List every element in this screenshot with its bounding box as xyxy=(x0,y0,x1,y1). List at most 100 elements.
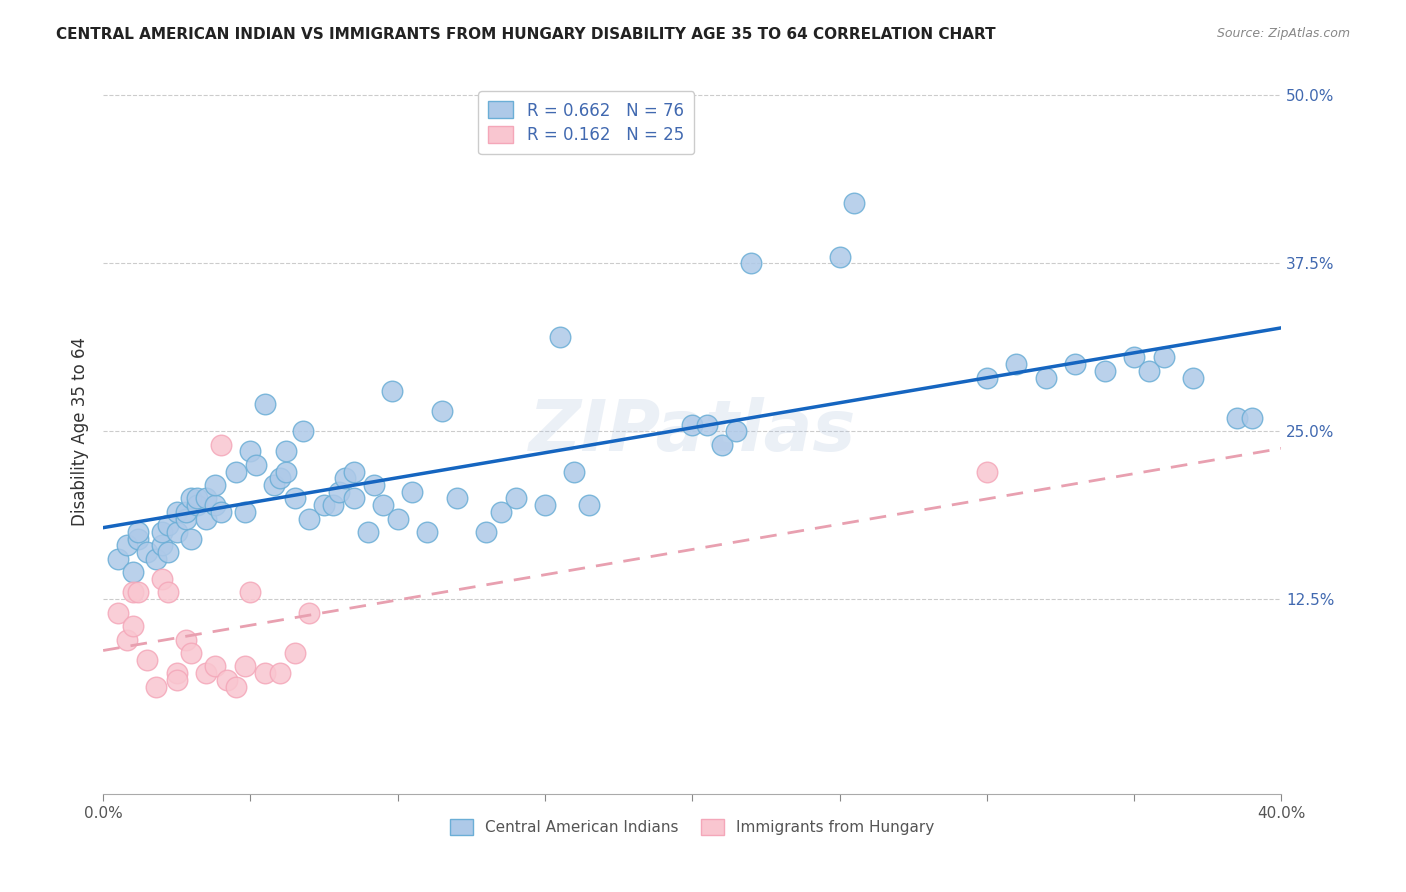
Point xyxy=(342,465,364,479)
Point xyxy=(333,471,356,485)
Point xyxy=(121,566,143,580)
Point xyxy=(489,505,512,519)
Point xyxy=(844,195,866,210)
Legend: Central American Indians, Immigrants from Hungary: Central American Indians, Immigrants fro… xyxy=(440,810,943,845)
Point xyxy=(1226,410,1249,425)
Point xyxy=(204,659,226,673)
Point xyxy=(225,465,247,479)
Text: CENTRAL AMERICAN INDIAN VS IMMIGRANTS FROM HUNGARY DISABILITY AGE 35 TO 64 CORRE: CENTRAL AMERICAN INDIAN VS IMMIGRANTS FR… xyxy=(56,27,995,42)
Point xyxy=(180,646,202,660)
Point xyxy=(322,498,344,512)
Point xyxy=(548,330,571,344)
Point xyxy=(534,498,557,512)
Point xyxy=(204,478,226,492)
Point xyxy=(121,619,143,633)
Point xyxy=(254,666,277,681)
Point xyxy=(284,491,307,506)
Point xyxy=(209,438,232,452)
Text: ZIPatlas: ZIPatlas xyxy=(529,397,856,466)
Point xyxy=(150,524,173,539)
Point xyxy=(145,680,167,694)
Point xyxy=(107,552,129,566)
Point xyxy=(710,438,733,452)
Point xyxy=(239,585,262,599)
Point xyxy=(328,484,350,499)
Point xyxy=(263,478,285,492)
Point xyxy=(1035,370,1057,384)
Point xyxy=(186,498,208,512)
Point xyxy=(156,585,179,599)
Point xyxy=(976,465,998,479)
Point xyxy=(166,524,188,539)
Point xyxy=(381,384,404,398)
Y-axis label: Disability Age 35 to 64: Disability Age 35 to 64 xyxy=(72,337,89,525)
Point xyxy=(174,505,197,519)
Point xyxy=(127,585,149,599)
Point xyxy=(166,666,188,681)
Point xyxy=(416,524,439,539)
Point xyxy=(150,539,173,553)
Point xyxy=(475,524,498,539)
Point xyxy=(166,673,188,687)
Point xyxy=(269,471,291,485)
Point xyxy=(150,572,173,586)
Point xyxy=(245,458,267,472)
Point xyxy=(1153,351,1175,365)
Point xyxy=(1005,357,1028,371)
Point xyxy=(274,444,297,458)
Point xyxy=(430,404,453,418)
Point xyxy=(127,524,149,539)
Point xyxy=(401,484,423,499)
Point xyxy=(363,478,385,492)
Point xyxy=(186,491,208,506)
Point xyxy=(233,505,256,519)
Point xyxy=(505,491,527,506)
Point xyxy=(1182,370,1205,384)
Point xyxy=(209,505,232,519)
Point xyxy=(1137,364,1160,378)
Point xyxy=(195,511,218,525)
Point xyxy=(298,606,321,620)
Point xyxy=(312,498,335,512)
Point xyxy=(174,511,197,525)
Point xyxy=(156,518,179,533)
Text: Source: ZipAtlas.com: Source: ZipAtlas.com xyxy=(1216,27,1350,40)
Point xyxy=(740,256,762,270)
Point xyxy=(446,491,468,506)
Point xyxy=(121,585,143,599)
Point xyxy=(195,666,218,681)
Point xyxy=(166,505,188,519)
Point xyxy=(239,444,262,458)
Point xyxy=(371,498,394,512)
Point xyxy=(1064,357,1087,371)
Point xyxy=(1094,364,1116,378)
Point xyxy=(387,511,409,525)
Point xyxy=(1123,351,1146,365)
Point xyxy=(127,532,149,546)
Point xyxy=(174,632,197,647)
Point xyxy=(233,659,256,673)
Point xyxy=(342,491,364,506)
Point xyxy=(145,552,167,566)
Point xyxy=(284,646,307,660)
Point xyxy=(564,465,586,479)
Point xyxy=(292,424,315,438)
Point xyxy=(225,680,247,694)
Point xyxy=(215,673,238,687)
Point xyxy=(357,524,380,539)
Point xyxy=(136,653,159,667)
Point xyxy=(180,532,202,546)
Point xyxy=(1240,410,1263,425)
Point xyxy=(578,498,600,512)
Point xyxy=(269,666,291,681)
Point xyxy=(115,632,138,647)
Point xyxy=(274,465,297,479)
Point xyxy=(254,397,277,411)
Point xyxy=(696,417,718,432)
Point xyxy=(136,545,159,559)
Point xyxy=(156,545,179,559)
Point xyxy=(180,491,202,506)
Point xyxy=(976,370,998,384)
Point xyxy=(681,417,703,432)
Point xyxy=(725,424,748,438)
